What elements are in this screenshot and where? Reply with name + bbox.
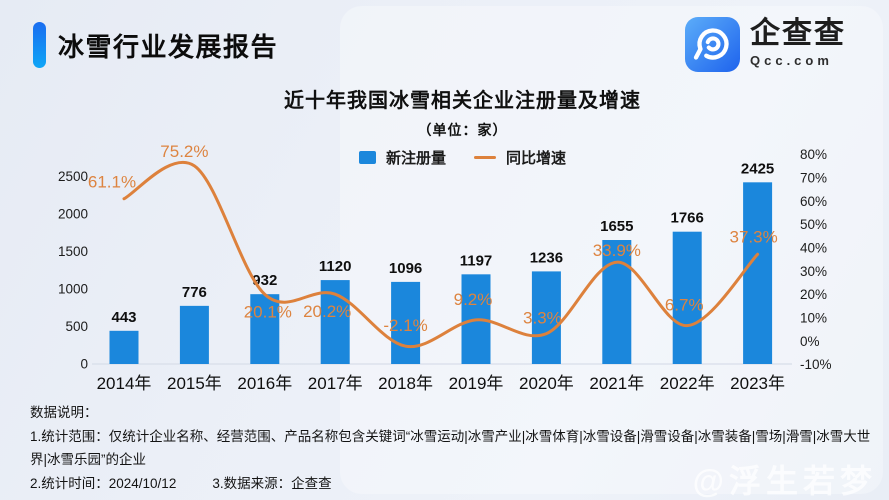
title-accent-bar [33,22,46,68]
right-axis-tick: 30% [800,264,827,279]
qcc-logo-icon [685,17,740,72]
bar-2015年 [179,305,209,364]
growth-pct-label: 33.9% [593,241,641,260]
right-axis-tick: 10% [800,310,827,325]
chart-title: 近十年我国冰雪相关企业注册量及增速 [284,90,641,112]
bar-value-label: 443 [111,309,136,326]
left-axis-tick: 0 [80,357,88,372]
growth-pct-label: 9.2% [454,290,493,309]
right-axis-tick: 40% [800,240,827,255]
right-axis-tick: 20% [800,287,827,302]
chart-legend: 新注册量 同比增速 [36,147,889,168]
left-axis-tick: 1500 [58,244,88,259]
growth-pct-label: 20.1% [244,302,292,321]
data-notes: 数据说明： 1.统计范围：仅统计企业名称、经营范围、产品名称包含关键词“冰雪运动… [30,401,880,495]
x-axis-label: 2022年 [660,374,715,393]
bar-value-label: 1096 [389,260,422,277]
bar-2014年 [109,330,139,364]
bar-2020年 [531,271,561,364]
growth-pct-label: 61.1% [88,173,136,192]
bar-value-label: 1655 [600,218,633,235]
bar-value-label: 1197 [460,252,493,269]
right-axis-tick: 60% [800,194,827,209]
legend-line-swatch [474,156,496,159]
legend-bar-label: 新注册量 [385,150,446,167]
growth-pct-label: 6.7% [665,296,704,315]
left-axis-tick: 2000 [58,207,88,222]
chart-header: 近十年我国冰雪相关企业注册量及增速 （单位：家） [36,84,889,140]
brand-name: 企查查 [750,17,846,50]
note-date: 2.统计时间：2024/10/12 [30,475,177,491]
brand-text: 企查查 Qcc.com [750,16,846,68]
brand-domain: Qcc.com [750,53,833,68]
bar-2016年 [250,294,280,364]
x-axis-label: 2017年 [308,374,363,393]
bar-value-label: 1766 [671,210,704,227]
right-axis-tick: 70% [800,170,827,185]
left-axis-tick: 500 [65,319,88,334]
legend-line-label: 同比增速 [506,150,567,167]
x-axis-label: 2020年 [519,374,574,393]
note-scope: 1.统计范围：仅统计企业名称、经营范围、产品名称包含关键词“冰雪运动|冰雪产业|… [30,428,871,468]
growth-pct-label: 37.3% [729,227,777,246]
growth-pct-label: 75.2% [160,142,208,161]
bar-value-label: 776 [182,284,207,301]
page-title: 冰雪行业发展报告 [58,32,279,62]
bar-value-label: 2425 [741,160,774,177]
chart-subtitle: （单位：家） [417,122,508,138]
bar-2021年 [602,240,632,364]
growth-line [122,161,760,349]
growth-pct-label: -2.1% [383,316,427,335]
x-axis-label: 2018年 [378,374,433,393]
x-axis-label: 2023年 [730,374,785,393]
x-axis-label: 2016年 [237,374,292,393]
x-axis-label: 2021年 [589,374,644,393]
bar-2022年 [672,231,702,364]
x-axis-label: 2019年 [449,374,504,393]
note-source: 3.数据来源：企查查 [212,475,332,491]
left-axis-tick: 2500 [58,169,88,184]
right-axis-tick: -10% [800,357,832,372]
legend-bar-swatch [358,151,376,164]
bar-value-label: 1236 [530,249,563,266]
notes-heading: 数据说明： [30,405,98,420]
growth-pct-label: 3.3% [523,309,562,328]
right-axis-tick: 0% [800,334,820,349]
bar-2018年 [391,281,421,364]
bar-value-label: 1120 [319,258,352,275]
bar-2023年 [743,182,773,364]
x-axis-label: 2015年 [167,374,222,393]
right-axis-tick: 80% [800,147,827,162]
x-axis-label: 2014年 [97,374,152,393]
right-axis-tick: 50% [800,217,827,232]
growth-pct-label: 20.2% [303,302,351,321]
left-axis-tick: 1000 [58,282,88,297]
brand-logo: 企查查 Qcc.com [684,16,846,73]
